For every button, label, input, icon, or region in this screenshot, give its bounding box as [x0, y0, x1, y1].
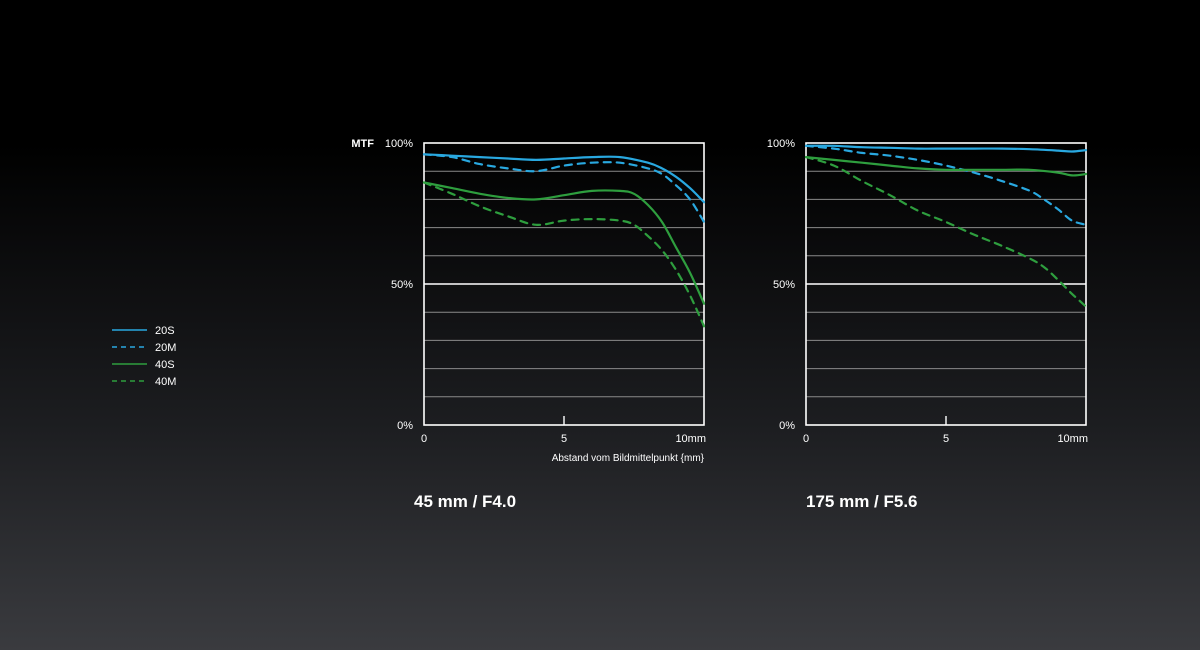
x-tick-label: 10mm	[1057, 433, 1088, 445]
chart-175mm: 0% 50% 100% 0 5 10mm 175 mm / F5.6	[767, 138, 1088, 511]
x-tick-label: 0	[803, 433, 809, 445]
series-line-40m	[422, 181, 706, 328]
x-axis-label: Abstand vom Bildmittelpunkt {mm}	[552, 453, 705, 464]
x-tick-label: 10mm	[675, 433, 706, 445]
x-tick-label: 5	[943, 433, 949, 445]
y-tick-label: 100%	[385, 138, 413, 150]
chart-title: 175 mm / F5.6	[806, 492, 918, 511]
y-axis-label: MTF	[351, 138, 374, 150]
chart-title: 45 mm / F4.0	[414, 492, 516, 511]
y-tick-label: 100%	[767, 138, 795, 150]
legend-label-20m: 20M	[155, 342, 176, 354]
legend-label-20s: 20S	[155, 325, 175, 337]
series-line-20m	[422, 153, 706, 224]
legend: 20S 20M 40S 40M	[112, 325, 176, 388]
series-line-40s	[804, 156, 1088, 177]
legend-label-40s: 40S	[155, 359, 175, 371]
series-line-20m	[804, 144, 1088, 226]
series-line-20s	[804, 144, 1088, 153]
y-tick-label: 0%	[397, 420, 413, 432]
series-line-20s	[422, 153, 706, 204]
legend-label-40m: 40M	[155, 376, 176, 388]
series-line-40m	[804, 156, 1088, 308]
y-tick-label: 0%	[779, 420, 795, 432]
x-tick-label: 0	[421, 433, 427, 445]
chart-45mm: 0% 50% 100% MTF 0 5 10mm Abstand vom Bildmittel…	[351, 138, 706, 511]
y-tick-label: 50%	[773, 279, 795, 291]
x-tick-label: 5	[561, 433, 567, 445]
y-tick-label: 50%	[391, 279, 413, 291]
series-line-40s	[422, 181, 706, 305]
